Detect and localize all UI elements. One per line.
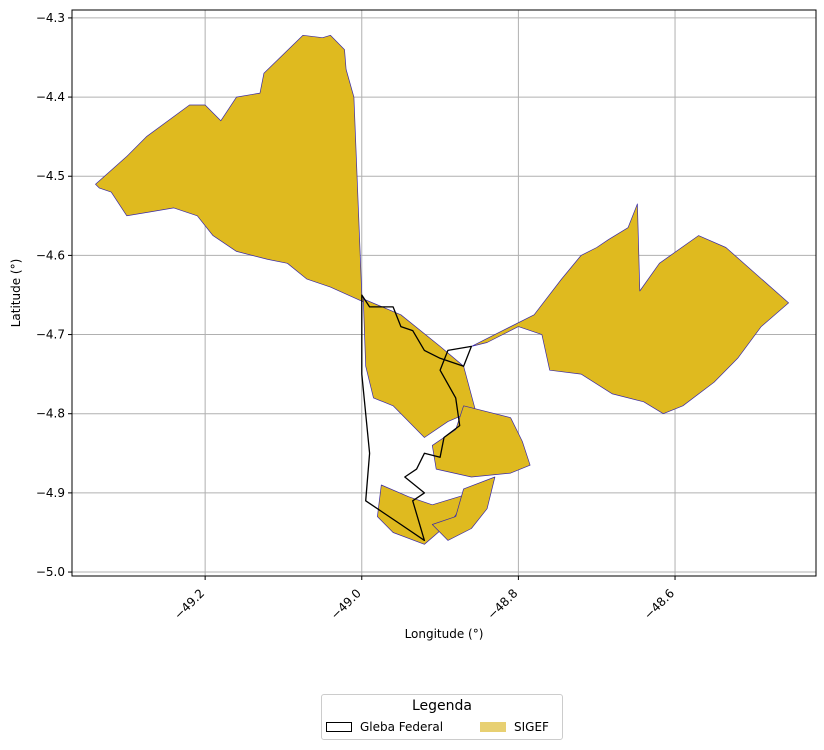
legend-label-gleba: Gleba Federal xyxy=(360,720,444,734)
x-tick-label: −48.8 xyxy=(485,586,521,622)
x-tick-label: −49.0 xyxy=(328,586,364,622)
sigef-swatch-icon xyxy=(480,722,506,732)
sigef-layer xyxy=(95,34,789,545)
x-tick-label: −48.6 xyxy=(641,586,677,622)
legend-item-gleba: Gleba Federal xyxy=(326,720,443,734)
legend-title: Legenda xyxy=(411,698,472,714)
x-axis-ticks: −49.2 −49.0 −48.8 −48.6 xyxy=(171,576,677,622)
y-tick-label: −4.9 xyxy=(36,486,65,500)
gleba-federal-layer xyxy=(361,294,473,542)
legend: Legenda Gleba Federal SIGEF xyxy=(321,694,563,740)
legend-item-sigef: SIGEF xyxy=(480,720,549,734)
y-axis-label: Latitude (°) xyxy=(9,259,23,328)
legend-label-sigef: SIGEF xyxy=(514,720,549,734)
y-axis-ticks: −4.3 −4.4 −4.5 −4.6 −4.7 −4.8 −4.9 −5.0 xyxy=(36,11,72,579)
sigef-parcel xyxy=(95,34,367,304)
y-tick-label: −4.6 xyxy=(36,248,65,262)
y-tick-label: −5.0 xyxy=(36,565,65,579)
gleba-swatch-icon xyxy=(326,722,352,732)
plot-frame xyxy=(71,9,817,577)
y-tick-label: −4.4 xyxy=(36,90,65,104)
x-axis-label: Longitude (°) xyxy=(405,627,484,641)
sigef-parcel xyxy=(431,476,496,541)
y-tick-label: −4.5 xyxy=(36,169,65,183)
x-tick-label: −49.2 xyxy=(171,586,207,622)
gleba-federal-boundary xyxy=(361,294,473,542)
y-tick-label: −4.3 xyxy=(36,11,65,25)
sigef-parcel xyxy=(471,203,789,415)
y-tick-label: −4.7 xyxy=(36,328,65,342)
y-tick-label: −4.8 xyxy=(36,407,65,421)
sigef-parcel xyxy=(362,298,476,438)
